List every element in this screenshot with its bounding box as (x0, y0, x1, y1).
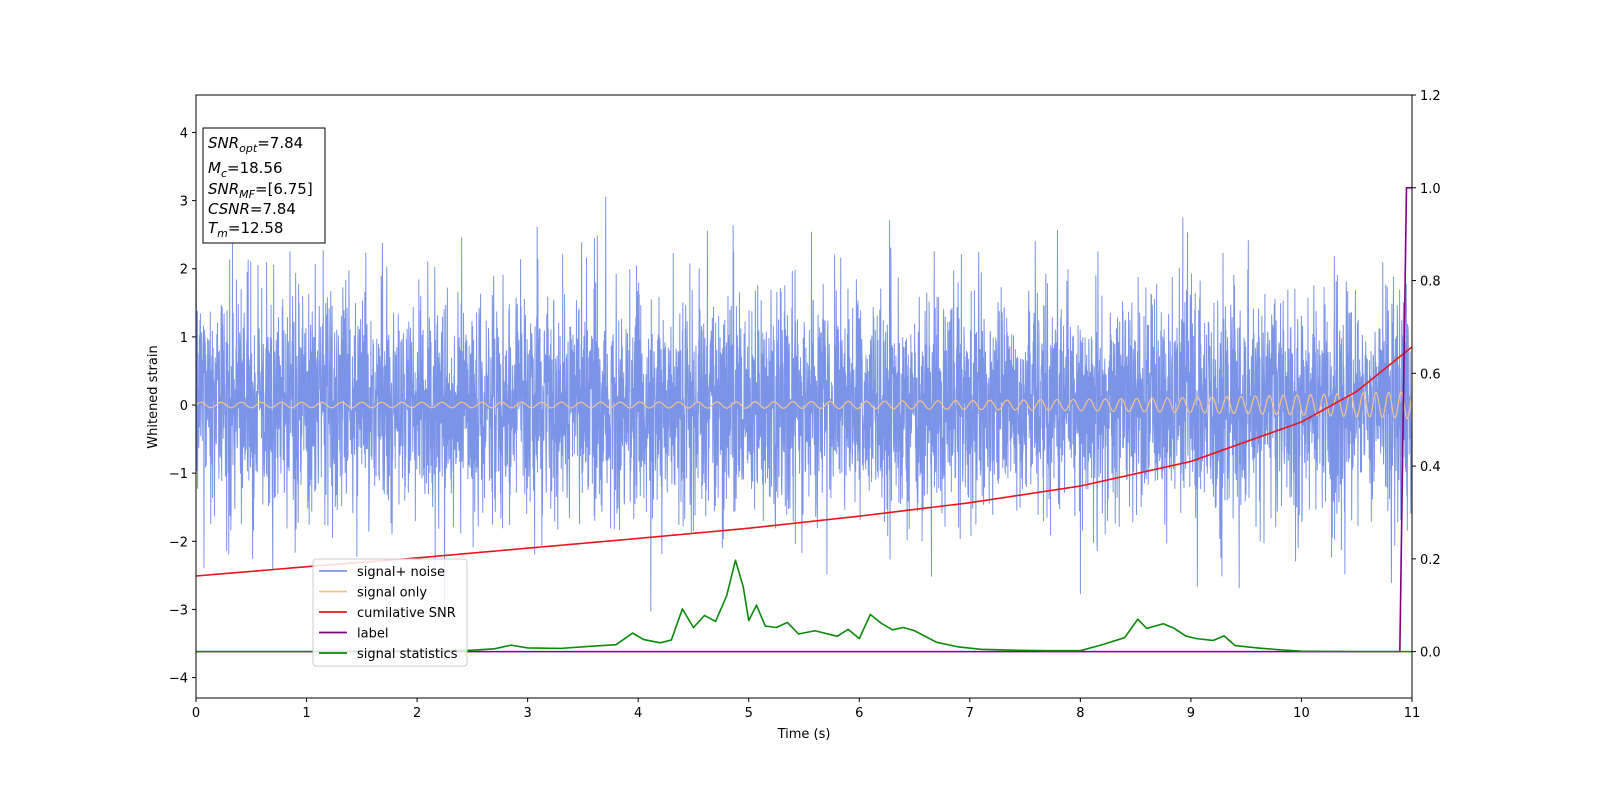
legend-label-signal-only: signal only (357, 586, 427, 601)
y2-tick-label: 0.6 (1420, 367, 1441, 382)
y-tick-label: −1 (169, 467, 188, 482)
x-tick-label: 10 (1293, 706, 1310, 721)
legend-label-signal-noise: signal+ noise (357, 565, 445, 580)
series-signal-noise (196, 196, 1412, 612)
x-tick-label: 6 (855, 706, 863, 721)
y2-tick-label: 0.4 (1420, 460, 1441, 475)
x-tick-label: 2 (413, 706, 421, 721)
y-tick-label: 4 (180, 126, 188, 141)
x-axis-label: Time (s) (777, 727, 831, 742)
y-axis-right: 0.0 0.2 0.4 0.6 0.8 1.0 1.2 (1412, 89, 1441, 661)
y2-tick-label: 0.0 (1420, 646, 1441, 661)
y-tick-label: −3 (169, 603, 188, 618)
series-label (196, 186, 1412, 653)
legend-label-cumilative-snr: cumilative SNR (357, 606, 456, 621)
legend-label-label: label (357, 627, 388, 642)
y-tick-label: −2 (169, 535, 188, 550)
info-snr-opt: SNRopt=7.84 (208, 134, 303, 155)
x-tick-label: 7 (966, 706, 974, 721)
legend: signal+ noise signal only cumilative SNR la… (312, 558, 468, 667)
y2-tick-label: 0.8 (1420, 275, 1441, 290)
y-axis-label: Whitened strain (146, 345, 161, 448)
info-snr-mf: SNRMF=[6.75] (208, 180, 313, 201)
series-signal-only (196, 391, 1412, 420)
x-tick-label: 4 (634, 706, 642, 721)
legend-label-signal-statistics: signal statistics (357, 647, 458, 662)
y2-tick-label: 1.2 (1420, 89, 1441, 104)
x-axis: 0 1 2 3 4 5 6 7 8 9 10 11 (192, 698, 1420, 721)
x-tick-label: 9 (1187, 706, 1195, 721)
x-tick-label: 3 (523, 706, 531, 721)
y-tick-label: 0 (180, 399, 188, 414)
x-tick-label: 11 (1404, 706, 1421, 721)
plot-frame (195, 94, 1413, 699)
y-tick-label: 2 (180, 263, 188, 278)
info-box: SNRopt=7.84 Mc=18.56 SNRMF=[6.75] CSNR=7… (202, 127, 326, 244)
info-csnr: CSNR=7.84 (208, 200, 296, 218)
legend-frame (312, 558, 468, 667)
series-signal-statistics (196, 559, 1412, 653)
info-box-frame (202, 127, 326, 244)
y-tick-label: 3 (180, 195, 188, 210)
info-tm: Tm=12.58 (208, 219, 283, 240)
y-tick-label: −4 (169, 672, 188, 687)
y2-tick-label: 0.2 (1420, 553, 1441, 568)
x-tick-label: 5 (745, 706, 753, 721)
x-tick-label: 8 (1076, 706, 1084, 721)
x-tick-label: 0 (192, 706, 200, 721)
y2-tick-label: 1.0 (1420, 182, 1441, 197)
y-axis-left: −4 −3 −2 −1 0 1 2 3 4 (169, 126, 196, 687)
x-tick-label: 1 (302, 706, 310, 721)
y-tick-label: 1 (180, 331, 188, 346)
info-mc: Mc=18.56 (208, 159, 283, 180)
